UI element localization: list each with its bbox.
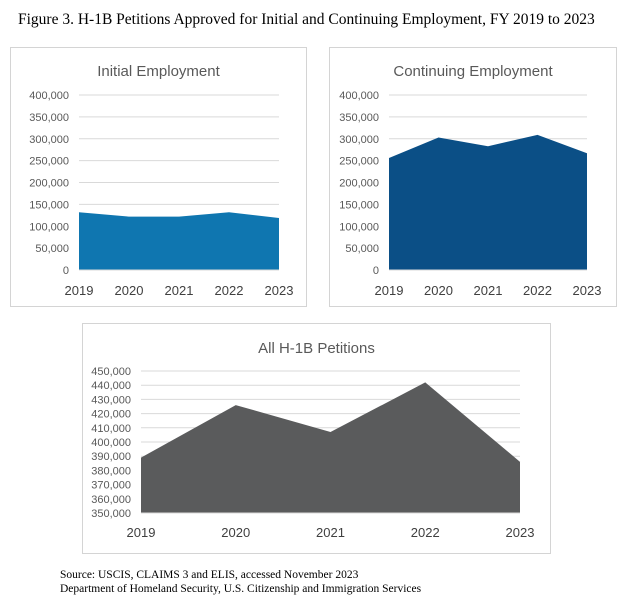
all-y-tick-label: 390,000 bbox=[91, 451, 131, 463]
all-x-tick-label: 2020 bbox=[221, 525, 250, 540]
continuing-y-tick-label: 100,000 bbox=[339, 221, 379, 233]
initial-chart-title: Initial Employment bbox=[97, 63, 220, 80]
source-line-2: Department of Homeland Security, U.S. Ci… bbox=[60, 583, 422, 595]
initial-x-tick-label: 2020 bbox=[115, 283, 144, 298]
all-y-tick-label: 360,000 bbox=[91, 494, 131, 506]
initial-y-tick-label: 50,000 bbox=[35, 243, 69, 255]
all-chart-title: All H-1B Petitions bbox=[258, 340, 375, 357]
continuing-y-tick-label: 300,000 bbox=[339, 134, 379, 146]
initial-employment-chart: Initial Employment 0 50,000 100,000 150,000 2… bbox=[29, 63, 294, 298]
initial-y-tick-label: 150,000 bbox=[29, 199, 69, 211]
all-y-tick-label: 450,000 bbox=[91, 366, 131, 378]
source-note: Source: USCIS, CLAIMS 3 and ELIS, access… bbox=[60, 568, 421, 596]
all-x-tick-label: 2022 bbox=[411, 525, 440, 540]
continuing-x-tick-label: 2023 bbox=[573, 283, 602, 298]
continuing-x-tick-label: 2022 bbox=[523, 283, 552, 298]
continuing-employment-chart-panel: Continuing Employment 0 50,000 100,000 150,0… bbox=[329, 47, 617, 307]
initial-area bbox=[79, 212, 279, 270]
all-y-tick-label: 370,000 bbox=[91, 480, 131, 492]
initial-y-tick-label: 300,000 bbox=[29, 134, 69, 146]
initial-y-tick-label: 200,000 bbox=[29, 178, 69, 190]
continuing-y-tick-label: 200,000 bbox=[339, 178, 379, 190]
initial-employment-chart-panel: Initial Employment 0 50,000 100,000 150,000 2… bbox=[10, 47, 307, 307]
initial-y-tick-label: 350,000 bbox=[29, 112, 69, 124]
initial-y-tick-label: 400,000 bbox=[29, 90, 69, 102]
all-petitions-chart-panel: All H-1B Petitions 350,000 360,000 370,000 3… bbox=[82, 323, 551, 554]
all-area bbox=[141, 382, 520, 513]
initial-y-tick-label: 100,000 bbox=[29, 221, 69, 233]
all-petitions-chart: All H-1B Petitions 350,000 360,000 370,000 3… bbox=[91, 340, 535, 540]
all-y-tick-label: 400,000 bbox=[91, 437, 131, 449]
initial-x-tick-label: 2022 bbox=[215, 283, 244, 298]
continuing-x-tick-label: 2019 bbox=[375, 283, 404, 298]
all-y-tick-label: 420,000 bbox=[91, 409, 131, 421]
continuing-y-tick-label: 150,000 bbox=[339, 199, 379, 211]
all-y-tick-label: 440,000 bbox=[91, 380, 131, 392]
initial-x-tick-label: 2023 bbox=[265, 283, 294, 298]
continuing-y-tick-label: 0 bbox=[373, 265, 379, 277]
figure-title: Figure 3. H-1B Petitions Approved for In… bbox=[18, 11, 595, 28]
continuing-x-tick-label: 2021 bbox=[474, 283, 503, 298]
initial-y-tick-label: 0 bbox=[63, 265, 69, 277]
all-x-tick-label: 2021 bbox=[316, 525, 345, 540]
continuing-chart-title: Continuing Employment bbox=[393, 63, 553, 80]
continuing-y-tick-label: 250,000 bbox=[339, 156, 379, 168]
continuing-area bbox=[389, 134, 587, 270]
initial-y-tick-label: 250,000 bbox=[29, 156, 69, 168]
all-y-tick-label: 410,000 bbox=[91, 423, 131, 435]
all-y-tick-label: 350,000 bbox=[91, 508, 131, 520]
all-y-tick-label: 380,000 bbox=[91, 465, 131, 477]
initial-x-tick-label: 2019 bbox=[65, 283, 94, 298]
source-line-1: Source: USCIS, CLAIMS 3 and ELIS, access… bbox=[60, 569, 359, 581]
continuing-y-tick-label: 350,000 bbox=[339, 112, 379, 124]
all-x-tick-label: 2019 bbox=[127, 525, 156, 540]
all-x-tick-label: 2023 bbox=[506, 525, 535, 540]
continuing-employment-chart: Continuing Employment 0 50,000 100,000 150,0… bbox=[339, 63, 602, 298]
all-y-tick-label: 430,000 bbox=[91, 394, 131, 406]
continuing-y-tick-label: 50,000 bbox=[345, 243, 379, 255]
initial-x-tick-label: 2021 bbox=[165, 283, 194, 298]
continuing-y-tick-label: 400,000 bbox=[339, 90, 379, 102]
continuing-x-tick-label: 2020 bbox=[424, 283, 453, 298]
